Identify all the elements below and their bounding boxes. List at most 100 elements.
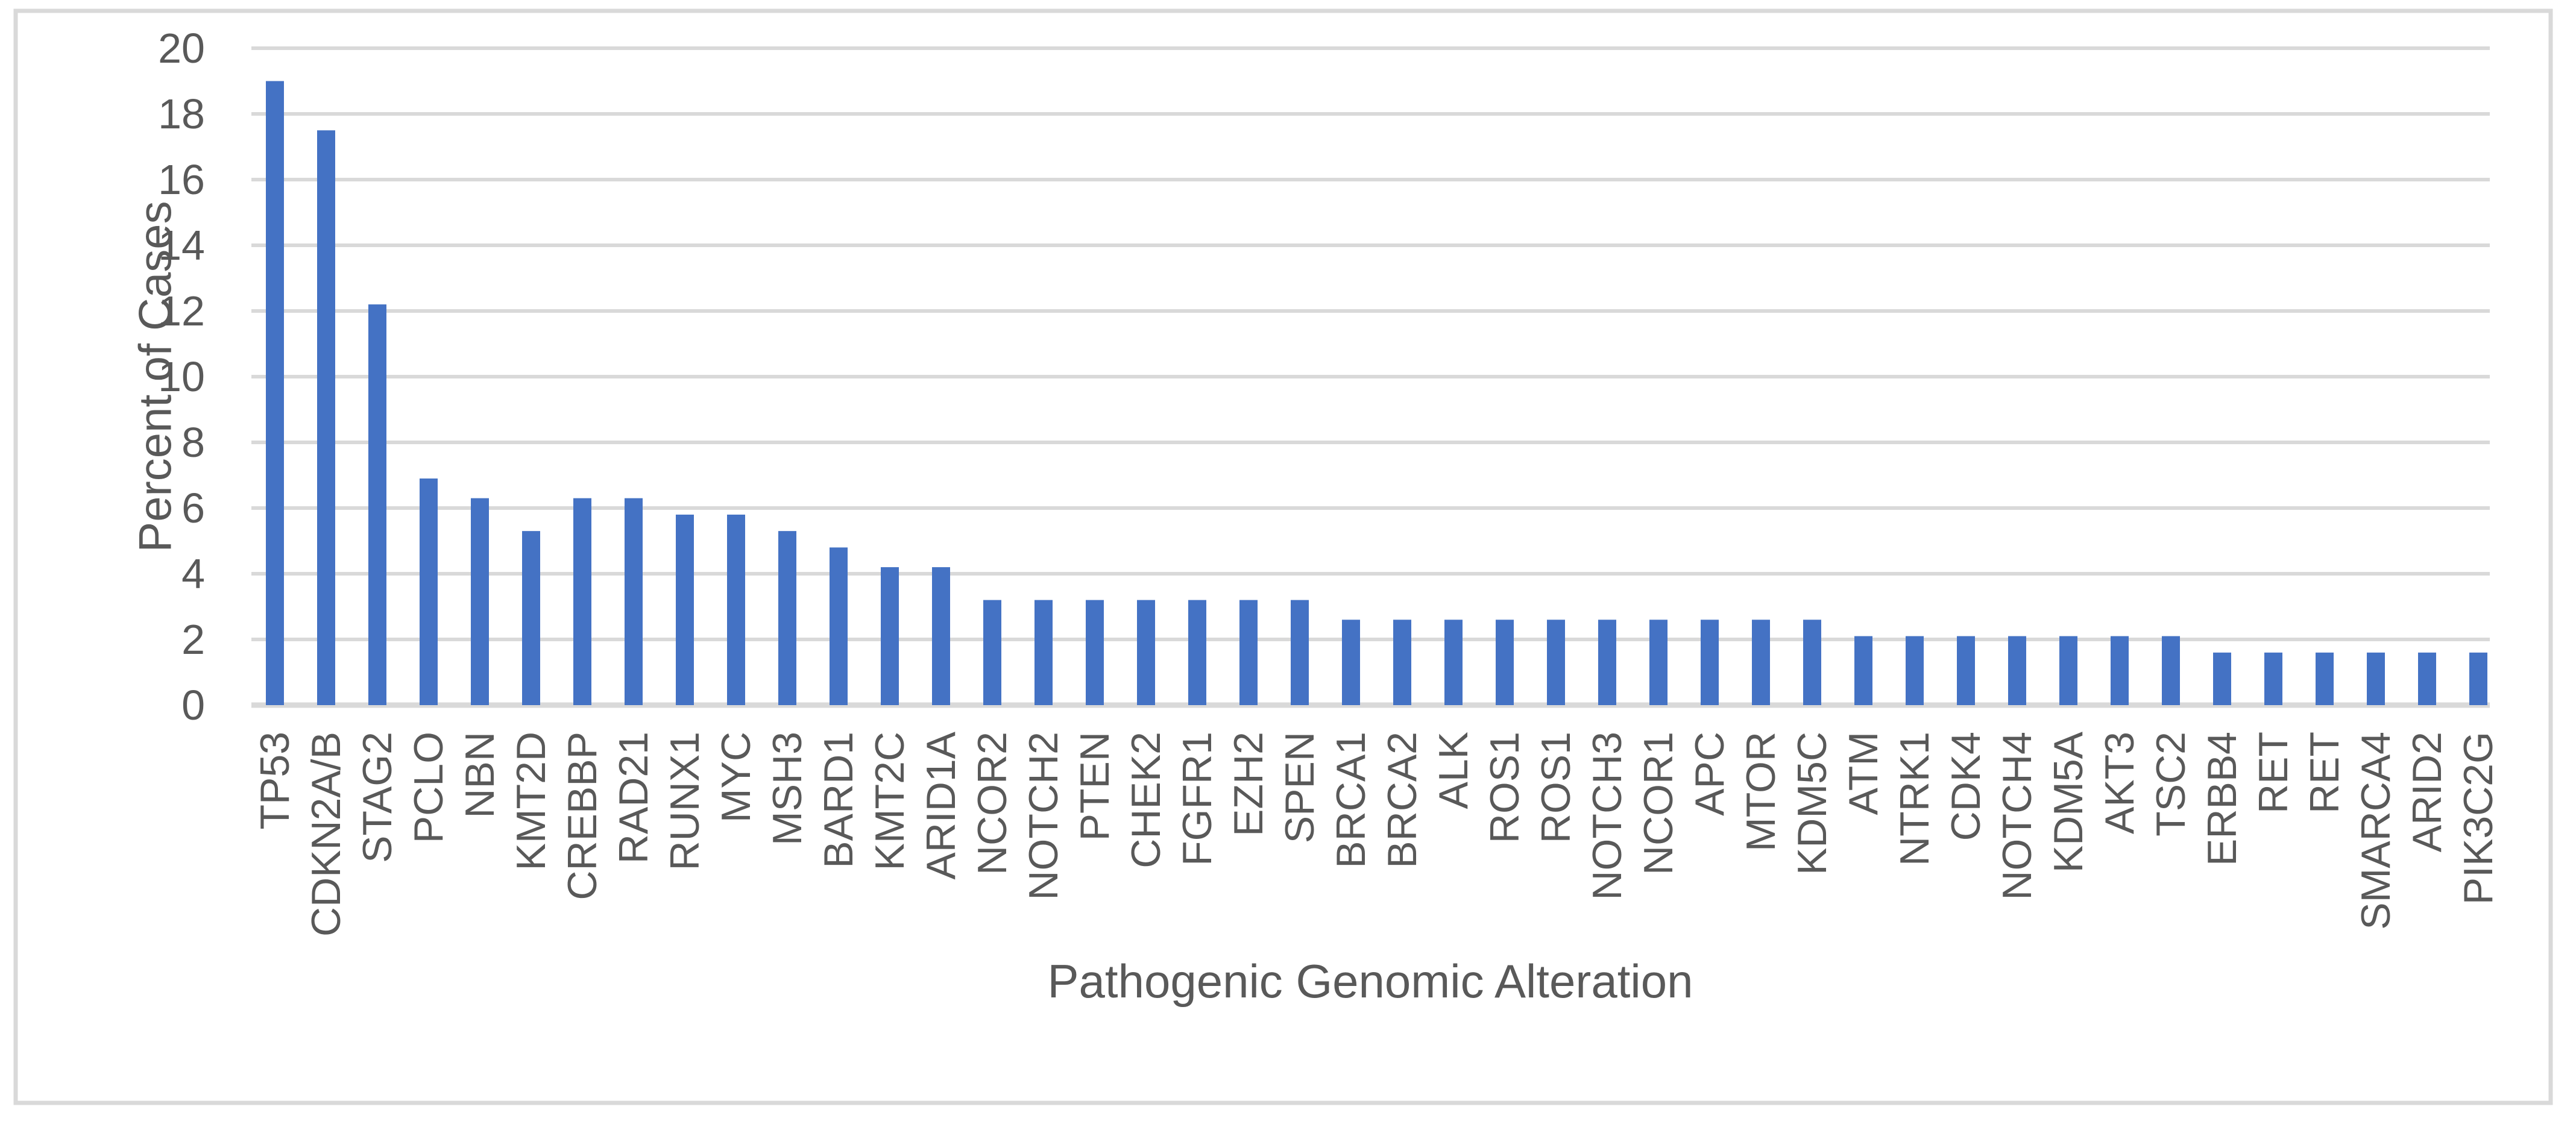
x-category-label: BRCA1 [1328,732,1374,868]
x-category-label: NOTCH3 [1584,732,1630,900]
y-axis-tick-labels: 0 2 4 6 8 10 12 14 16 18 20 [158,25,205,729]
bar [1701,620,1719,705]
y-axis-title: Percent of Cases [130,201,181,553]
bar [983,600,1001,705]
x-category-label: KMT2C [867,732,913,870]
bar [1496,620,1514,705]
bar [830,547,848,705]
x-category-label: CDK4 [1943,732,1989,841]
bar [522,531,540,705]
bar [1752,620,1770,705]
x-category-label: RUNX1 [662,732,708,871]
x-category-label: ARID1A [918,731,964,879]
y-tick-label: 12 [158,287,205,334]
y-tick-label: 16 [158,156,205,203]
x-category-label: NTRK1 [1892,732,1938,866]
x-category-label: SPEN [1277,732,1323,843]
bar [420,478,438,705]
bar [266,81,284,705]
bar [2264,652,2282,705]
chart-border [13,8,2553,1105]
x-category-label: RAD21 [611,732,657,864]
x-category-label: CREBBP [559,732,605,900]
x-category-label: NOTCH2 [1021,732,1066,900]
x-category-label: RET [2250,732,2296,814]
gridlines-group [251,46,2490,708]
bar [1291,600,1309,705]
bar [573,498,591,705]
x-category-label: NCOR2 [969,732,1015,875]
x-category-label: STAG2 [354,732,400,863]
x-category-label: AKT3 [2097,732,2143,834]
bar [2213,652,2231,705]
bar [1803,620,1821,705]
x-category-label: MSH3 [764,732,810,846]
y-tick-label: 0 [181,682,205,729]
x-category-label: CDKN2A/B [303,732,349,937]
x-category-label: ATM [1841,732,1886,815]
x-category-label: EZH2 [1226,732,1271,837]
x-category-label: NOTCH4 [1994,732,2040,900]
x-category-label: KMT2D [508,732,554,870]
bar [625,498,643,705]
bar [1444,620,1463,705]
x-category-label: TSC2 [2148,732,2194,837]
x-category-label: ERBB4 [2199,732,2245,866]
y-tick-label: 4 [181,550,205,597]
x-category-label: KDM5A [2045,731,2091,873]
x-category-label: BRCA2 [1379,732,1425,868]
bar [1547,620,1565,705]
x-category-label: BARD1 [816,732,861,868]
bar [727,514,745,705]
y-tick-label: 10 [158,353,205,400]
x-category-label: ALK [1431,732,1476,809]
bar [881,567,899,705]
bar [1649,620,1667,705]
x-category-label: NCOR1 [1636,732,1681,875]
x-category-label: PCLO [406,732,452,843]
x-category-label: CHEK2 [1123,732,1169,868]
bar [2418,652,2436,705]
bar [676,514,694,705]
x-category-label: TP53 [252,732,298,830]
x-category-label: MTOR [1738,732,1784,852]
bar [2367,652,2385,705]
x-category-label: RET [2302,732,2348,814]
bar [932,567,950,705]
x-category-label: PIK3C2G [2455,732,2501,905]
x-category-label: ARID2 [2404,732,2450,852]
bar [2059,636,2077,705]
bar [2316,652,2334,705]
bar [2162,636,2180,705]
x-category-label: FGFR1 [1174,732,1220,866]
x-category-label: NBN [457,732,503,818]
x-axis-title: Pathogenic Genomic Alteration [1048,955,1693,1008]
bar [317,130,335,705]
y-tick-label: 14 [158,222,205,269]
y-tick-label: 6 [181,485,205,532]
bar [1598,620,1616,705]
bar [1854,636,1872,705]
x-category-label: ROS1 [1533,732,1579,843]
x-category-label: KDM5C [1789,732,1835,875]
x-category-label: APC [1687,732,1733,816]
bar [2111,636,2129,705]
x-category-label: ROS1 [1482,732,1528,843]
bar [368,304,386,706]
bar [778,531,796,705]
bar [1034,600,1053,705]
y-tick-label: 2 [181,616,205,663]
bars-group [266,81,2487,706]
bar [1086,600,1104,705]
x-axis-category-labels: TP53 CDKN2A/B STAG2 PCLO NBN KMT2D CREBBP RAD21… [252,731,2501,937]
x-category-label: MYC [713,732,759,823]
bar [1906,636,1924,705]
bar [1188,600,1206,705]
bar [1393,620,1411,705]
bar [471,498,489,705]
bar [1239,600,1258,705]
bar [1342,620,1360,705]
bar [1137,600,1155,705]
